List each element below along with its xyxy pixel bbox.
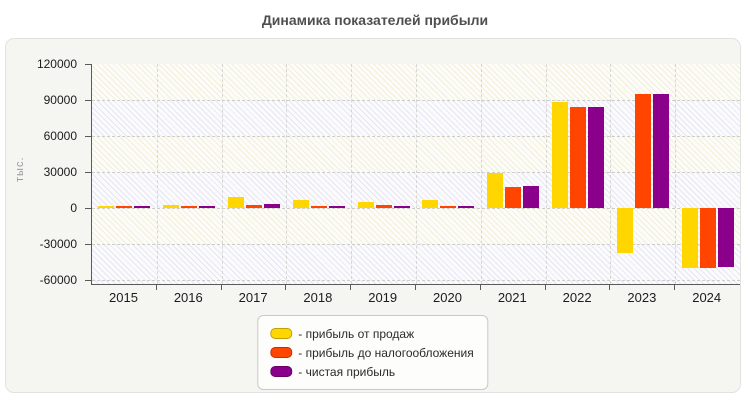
bar-2017-series1 <box>228 197 244 209</box>
y-tick-label: 60000 <box>43 129 77 144</box>
y-tick-label: 120000 <box>36 57 77 71</box>
bar-2015-series2 <box>116 206 133 209</box>
plot-area <box>91 64 740 285</box>
legend: - прибыль от продаж - прибыль до налогооб… <box>257 315 489 390</box>
bar-2024-series3 <box>717 208 734 268</box>
bar-2024-series1 <box>681 208 698 269</box>
x-tick-mark <box>285 285 287 290</box>
x-tick-mark <box>155 285 157 290</box>
bar-2016-series1 <box>163 204 180 209</box>
legend-label-1: - прибыль от продаж <box>298 326 415 341</box>
bar-2018-series2 <box>310 205 327 209</box>
bar-2022-series2 <box>570 107 586 209</box>
bar-2020-series3 <box>458 206 475 209</box>
v-gridline <box>351 64 353 284</box>
y-tick-mark <box>85 100 91 102</box>
x-tick-mark <box>609 285 611 290</box>
x-tick-label: 2019 <box>368 290 398 305</box>
v-gridline <box>675 64 677 284</box>
v-gridline <box>156 64 158 284</box>
bar-2017-series2 <box>246 204 262 209</box>
legend-swatch-2 <box>270 347 293 358</box>
x-tick-label: 2015 <box>109 290 138 305</box>
x-tick-label: 2021 <box>497 290 527 305</box>
v-gridline <box>610 64 612 284</box>
y-tick-label: 90000 <box>43 93 77 108</box>
legend-item-2: - прибыль до налогообложения <box>270 343 474 362</box>
y-tick-mark <box>85 64 91 65</box>
bar-2023-series1 <box>616 208 633 254</box>
bar-2024-series2 <box>699 208 716 269</box>
bar-2021-series3 <box>523 186 540 209</box>
v-gridline <box>286 64 288 284</box>
bar-2021-series1 <box>487 173 504 209</box>
y-tick-label: -30000 <box>39 237 77 252</box>
bar-2022-series3 <box>588 107 604 209</box>
x-tick-label: 2024 <box>692 290 722 305</box>
v-gridline <box>221 64 223 284</box>
x-tick-label: 2018 <box>303 290 333 305</box>
bar-2016-series2 <box>181 206 198 209</box>
bar-2023-series3 <box>652 94 669 209</box>
chart-title: Динамика показателей прибыли <box>261 12 489 28</box>
bar-2019-series1 <box>357 201 374 209</box>
y-tick-label: -60000 <box>39 273 77 288</box>
bar-2018-series1 <box>292 199 309 209</box>
legend-label-3: - чистая прибыль <box>298 364 396 379</box>
x-tick-mark <box>479 285 481 290</box>
x-tick-label: 2016 <box>173 290 203 305</box>
bar-2020-series2 <box>440 205 457 209</box>
x-tick-label: 2017 <box>238 290 268 305</box>
x-tick-label: 2020 <box>433 290 462 305</box>
bar-2020-series1 <box>422 199 439 209</box>
bar-2021-series2 <box>505 186 522 209</box>
y-tick-mark <box>85 208 91 210</box>
bar-2018-series3 <box>328 206 345 209</box>
x-tick-label: 2023 <box>627 290 657 305</box>
y-tick-mark <box>85 280 91 282</box>
y-tick-mark <box>85 136 91 138</box>
legend-swatch-3 <box>270 366 293 377</box>
bar-2019-series3 <box>393 206 410 209</box>
x-tick-mark <box>220 285 222 290</box>
legend-item-3: - чистая прибыль <box>270 362 473 381</box>
bar-2015-series1 <box>98 205 115 209</box>
legend-swatch-1 <box>270 328 293 339</box>
bar-2023-series2 <box>634 94 651 209</box>
chart-card: тыс. - прибыль от продаж - прибыль до нал… <box>5 38 741 393</box>
bar-2017-series3 <box>264 204 280 209</box>
x-tick-mark <box>544 285 546 290</box>
y-tick-mark <box>85 244 91 246</box>
bar-2015-series3 <box>134 206 151 209</box>
v-gridline <box>416 64 417 284</box>
v-gridline <box>480 64 482 284</box>
y-tick-label: 30000 <box>43 165 77 180</box>
bar-2022-series1 <box>552 102 568 209</box>
v-gridline <box>545 64 547 284</box>
x-tick-label: 2022 <box>562 290 592 305</box>
x-tick-mark <box>674 285 676 290</box>
legend-label-2: - прибыль до налогообложения <box>298 345 474 360</box>
bar-2019-series2 <box>375 204 392 209</box>
x-tick-mark <box>415 285 416 290</box>
x-tick-mark <box>350 285 352 290</box>
legend-item-1: - прибыль от продаж <box>270 324 473 343</box>
y-tick-mark <box>85 172 91 174</box>
bar-2016-series3 <box>199 206 216 209</box>
y-tick-label: 0 <box>70 201 77 216</box>
